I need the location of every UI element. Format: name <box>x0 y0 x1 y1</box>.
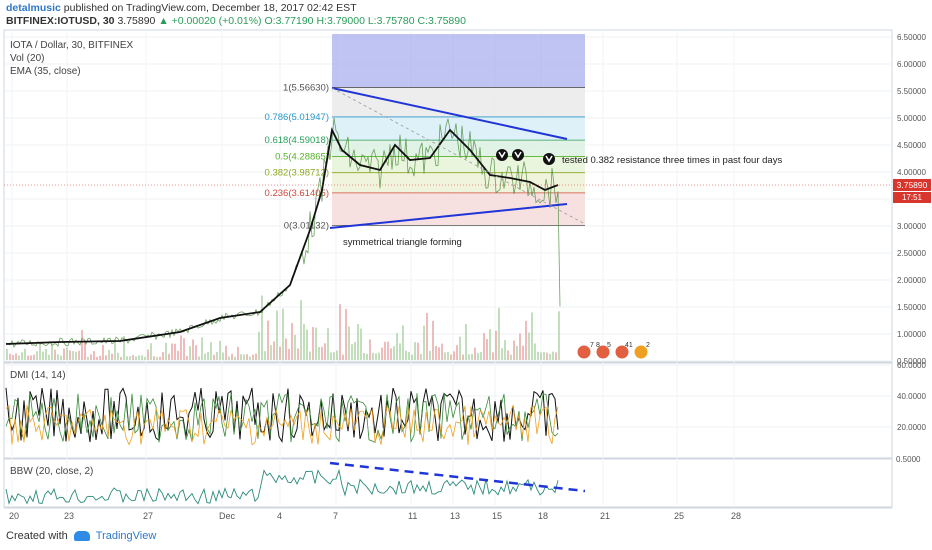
fib-level-label: 0.786(5.01947) <box>265 112 329 123</box>
event-badge-icon[interactable] <box>595 344 611 360</box>
price-axis-tick: 5.50000 <box>897 87 926 96</box>
event-badge-count: 8 <box>596 342 600 349</box>
symbol-name: BITFINEX:IOTUSD, 30 <box>6 15 115 27</box>
event-badge-icon[interactable] <box>576 344 592 360</box>
triangle-lower-line[interactable] <box>329 203 568 229</box>
main-pane <box>3 29 893 363</box>
triangle-annotation: symmetrical triangle forming <box>343 237 462 248</box>
event-badge-count: 5 <box>607 342 611 349</box>
bbw-line <box>5 468 559 505</box>
last-price-label: 3.75890 <box>893 179 931 191</box>
price-axis-tick: 6.50000 <box>897 33 926 42</box>
event-badge-icon[interactable] <box>614 344 630 360</box>
dmi-pane <box>3 362 893 459</box>
date-axis-tick: 15 <box>492 511 502 521</box>
resistance-annotation: tested 0.382 resistance three times in p… <box>562 155 782 166</box>
date-axis-tick: 25 <box>674 511 684 521</box>
fib-level-label: 0.618(4.59018) <box>265 135 329 146</box>
fib-level-label: 0.382(3.98712) <box>265 168 329 179</box>
date-axis-tick: 27 <box>143 511 153 521</box>
tradingview-link[interactable]: TradingView <box>95 530 157 542</box>
ema-line <box>5 127 559 345</box>
date-axis-tick: Dec <box>219 511 236 521</box>
down-arrow-icon <box>512 149 524 161</box>
event-badge-icon[interactable] <box>633 344 649 360</box>
dmi-label: DMI (14, 14) <box>10 370 66 381</box>
event-badge-count: 7 <box>590 342 594 349</box>
dmi-minus-line <box>5 404 559 446</box>
price-axis-tick: 2.00000 <box>897 276 926 285</box>
tradingview-logo-icon <box>73 531 90 541</box>
fib-retracement: 1(5.56630) 0.786(5.01947) 0.618(4.59018) 0.… <box>265 82 585 231</box>
event-badges[interactable]: 7 8 5 41 2 <box>576 342 650 360</box>
bbw-axis-tick: 0.5000 <box>896 455 921 464</box>
date-axis-tick: 28 <box>731 511 741 521</box>
date-axis-tick: 4 <box>277 511 282 521</box>
down-arrow-icon <box>496 149 508 161</box>
dmi-axis: 60.0000 40.0000 20.0000 <box>897 361 926 432</box>
date-axis-tick: 20 <box>9 511 19 521</box>
up-triangle-icon: ▲ <box>158 15 169 27</box>
price-axis-tick: 6.00000 <box>897 60 926 69</box>
fib-level-label: 1(5.56630) <box>283 82 329 93</box>
publish-header: detalmusic published on TradingView.com,… <box>6 2 357 14</box>
price-axis-tick: 4.50000 <box>897 141 926 150</box>
bbw-trend-line[interactable] <box>329 461 586 493</box>
date-axis-tick: 23 <box>64 511 74 521</box>
price-axis-tick: 1.00000 <box>897 330 926 339</box>
down-arrow-icon <box>543 153 555 165</box>
footer: Created with TradingView <box>6 530 156 542</box>
vol-label: Vol (20) <box>10 53 44 64</box>
main-title: IOTA / Dollar, 30, BITFINEX <box>10 40 134 51</box>
dmi-axis-tick: 20.0000 <box>897 423 926 432</box>
price-axis-tick: 3.00000 <box>897 222 926 231</box>
symbol-header: BITFINEX:IOTUSD, 30 3.75890 ▲ +0.00020 (… <box>6 15 466 27</box>
price-axis-tick: 5.00000 <box>897 114 926 123</box>
event-badge-count: 2 <box>646 342 650 349</box>
date-axis-tick: 21 <box>600 511 610 521</box>
last-value: 3.75890 <box>117 15 156 27</box>
ema-label: EMA (35, close) <box>10 66 81 77</box>
event-badge-count: 41 <box>625 342 633 349</box>
dmi-axis-tick: 40.0000 <box>897 392 926 401</box>
publish-info: published on TradingView.com, December 1… <box>63 2 357 14</box>
price-axis-tick: 1.50000 <box>897 303 926 312</box>
bbw-label: BBW (20, close, 2) <box>10 466 93 477</box>
bbw-pane <box>3 458 893 508</box>
price-axis-tick: 2.50000 <box>897 249 926 258</box>
fib-level-label: 0(3.01132) <box>284 220 329 231</box>
high-value: H:3.79000 <box>316 15 365 27</box>
date-axis-tick: 18 <box>538 511 548 521</box>
volume-bars <box>6 295 560 360</box>
price-axis-tick: 4.00000 <box>897 168 926 177</box>
fib-extension-zone <box>332 34 585 88</box>
change-value: +0.00020 (+0.01%) <box>171 15 262 27</box>
dmi-axis-tick: 60.0000 <box>897 361 926 370</box>
fib-level-label: 0.236(3.61405) <box>265 188 329 199</box>
close-value: C:3.75890 <box>417 15 466 27</box>
open-value: O:3.77190 <box>264 15 314 27</box>
price-axis-tick: 0.50000 <box>897 357 926 366</box>
date-axis-tick: 11 <box>408 511 417 521</box>
fib-level-label: 0.5(4.28865) <box>275 151 329 162</box>
created-with-label: Created with <box>6 530 68 542</box>
date-axis-tick: 7 <box>333 511 338 521</box>
countdown-label: 17:51 <box>893 192 931 203</box>
triangle-upper-line[interactable] <box>331 87 568 140</box>
date-axis: 20 23 27 Dec 4 7 11 13 15 18 21 25 28 <box>9 511 741 521</box>
date-axis-tick: 13 <box>450 511 460 521</box>
author-link[interactable]: detalmusic <box>6 2 61 14</box>
low-value: L:3.75780 <box>367 15 415 27</box>
